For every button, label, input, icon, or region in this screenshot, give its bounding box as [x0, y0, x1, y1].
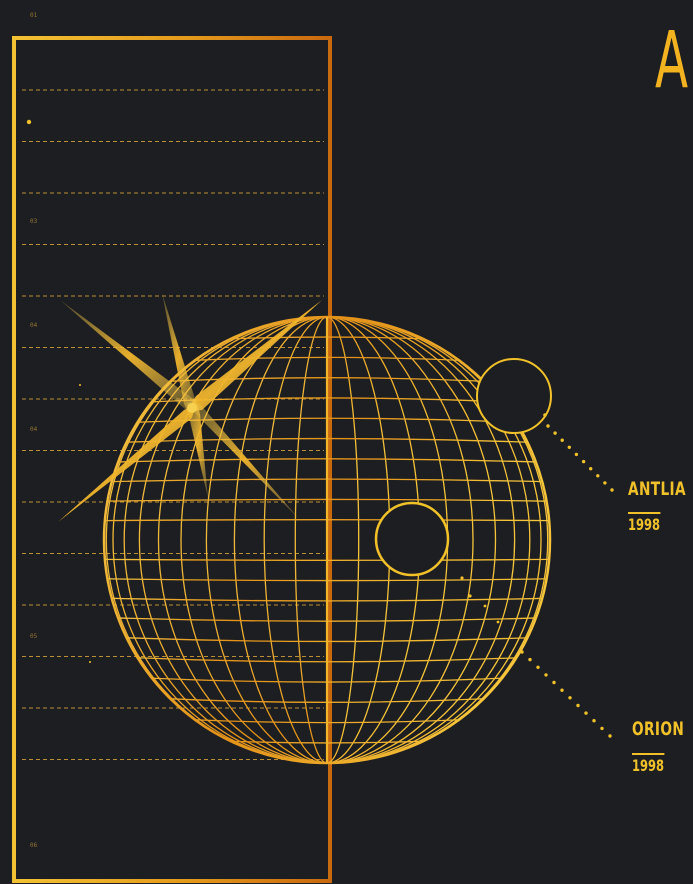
leader-dot: [567, 445, 571, 449]
leader-dot: [536, 665, 540, 669]
scale-tick-label: 03: [30, 218, 38, 225]
leader-dot: [589, 467, 593, 471]
leader-dot: [592, 719, 596, 723]
leader-dot: [576, 703, 580, 708]
leader-dot: [596, 474, 600, 478]
leader-dot: [574, 452, 579, 457]
scale-tick-label: 01: [30, 12, 38, 19]
headline-title: A: [655, 16, 689, 106]
frame-rectangle: [12, 36, 332, 883]
scale-tick-label: 04: [30, 322, 38, 329]
antlia-moon: [476, 358, 552, 434]
scale-tick-label: 05: [30, 633, 38, 640]
callout-antlia-year: 1998: [628, 512, 661, 534]
callout-orion-name: ORION: [632, 718, 685, 740]
leader-dot: [560, 688, 564, 692]
leader-dot: [560, 438, 564, 442]
leader-dot: [610, 488, 614, 492]
star-specks: [26, 119, 547, 663]
leader-dot: [528, 657, 532, 662]
leader-dot: [608, 734, 612, 738]
star-burst-icon: [58, 293, 322, 522]
orion-moon: [374, 501, 450, 577]
callout-orion-year: 1998: [632, 753, 665, 775]
leader-dot: [553, 431, 557, 435]
scale-tick-label: 06: [30, 842, 38, 849]
callout-antlia-name: ANTLIA: [628, 478, 686, 500]
leader-dot: [600, 726, 604, 731]
leader-dot: [584, 711, 588, 715]
leader-lines: [520, 424, 614, 738]
leader-dot: [544, 673, 548, 677]
leader-dot: [568, 696, 572, 700]
leader-dot: [581, 459, 586, 464]
leader-dot: [520, 650, 524, 654]
leader-dot: [552, 680, 556, 685]
leader-dot: [603, 481, 607, 485]
scale-tick-label: 04: [30, 426, 38, 433]
leader-dot: [546, 424, 550, 428]
